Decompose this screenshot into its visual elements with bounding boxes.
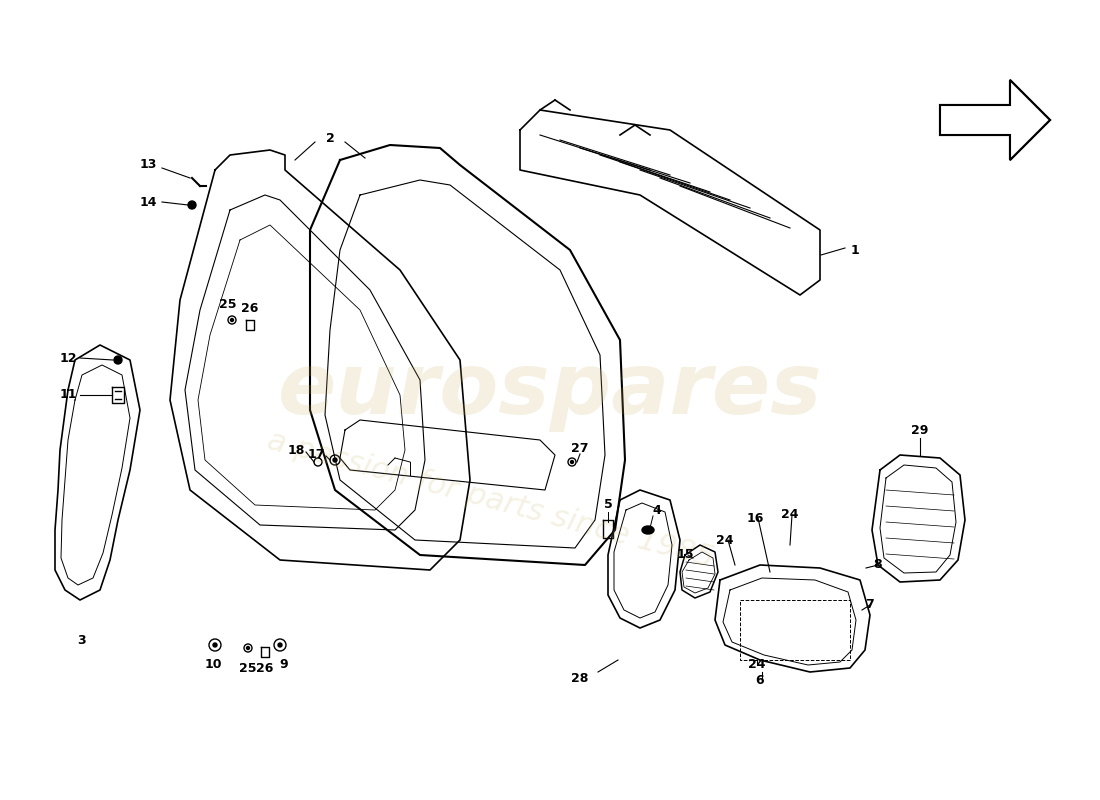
Text: 26: 26 (241, 302, 258, 314)
Text: 24: 24 (748, 658, 766, 671)
Text: 29: 29 (911, 423, 928, 437)
Text: 6: 6 (756, 674, 764, 686)
Text: eurospares: eurospares (277, 349, 823, 431)
Polygon shape (940, 80, 1050, 160)
Text: 3: 3 (78, 634, 86, 646)
Polygon shape (940, 80, 1050, 160)
Ellipse shape (642, 526, 654, 534)
Text: 10: 10 (205, 658, 222, 671)
Circle shape (278, 643, 282, 647)
Text: 12: 12 (59, 351, 77, 365)
Text: 26: 26 (256, 662, 274, 674)
Text: 15: 15 (676, 549, 694, 562)
Circle shape (246, 646, 250, 650)
Text: 9: 9 (279, 658, 288, 671)
Text: 18: 18 (287, 443, 305, 457)
Circle shape (213, 643, 217, 647)
Text: 24: 24 (716, 534, 734, 546)
Circle shape (114, 356, 122, 364)
Text: 2: 2 (326, 131, 334, 145)
Circle shape (231, 318, 233, 322)
Text: a passion for parts since 1985: a passion for parts since 1985 (264, 426, 716, 574)
Text: 28: 28 (571, 671, 588, 685)
Circle shape (571, 461, 573, 463)
Text: 5: 5 (604, 498, 613, 511)
Text: 17: 17 (307, 449, 324, 462)
Text: 27: 27 (571, 442, 588, 454)
Text: 4: 4 (652, 503, 661, 517)
Circle shape (333, 458, 337, 462)
Text: 8: 8 (873, 558, 882, 571)
Text: 14: 14 (140, 195, 156, 209)
Circle shape (188, 201, 196, 209)
Text: 13: 13 (140, 158, 156, 171)
Text: 25: 25 (240, 662, 256, 674)
Text: 25: 25 (219, 298, 236, 311)
Text: 7: 7 (866, 598, 874, 611)
Text: 24: 24 (781, 509, 799, 522)
Text: 16: 16 (746, 511, 763, 525)
Text: 11: 11 (59, 389, 77, 402)
Text: 1: 1 (850, 243, 859, 257)
